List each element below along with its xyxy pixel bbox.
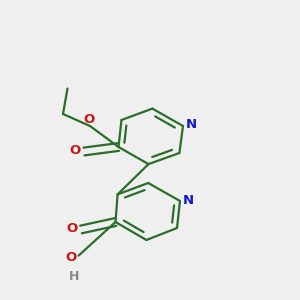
Text: O: O [83, 113, 94, 126]
Text: O: O [66, 221, 78, 235]
Text: N: N [186, 118, 197, 131]
Text: N: N [183, 194, 194, 208]
Text: O: O [69, 143, 81, 157]
Text: O: O [65, 250, 77, 264]
Text: H: H [69, 270, 79, 284]
